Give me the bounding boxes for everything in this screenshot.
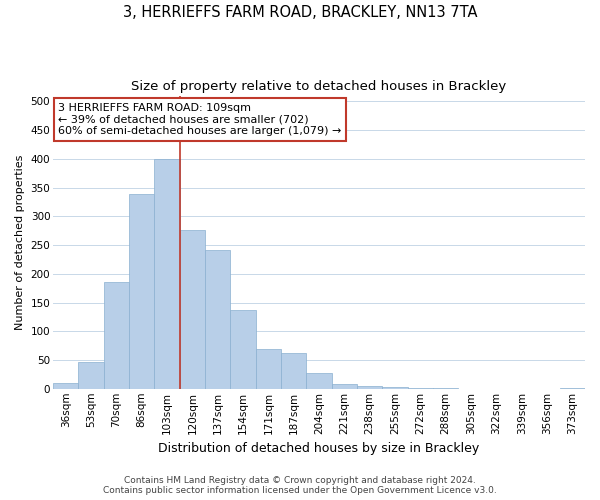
Y-axis label: Number of detached properties: Number of detached properties <box>15 154 25 330</box>
Bar <box>357 386 382 389</box>
Text: 3 HERRIEFFS FARM ROAD: 109sqm
← 39% of detached houses are smaller (702)
60% of : 3 HERRIEFFS FARM ROAD: 109sqm ← 39% of d… <box>58 103 342 136</box>
Title: Size of property relative to detached houses in Brackley: Size of property relative to detached ho… <box>131 80 506 93</box>
X-axis label: Distribution of detached houses by size in Brackley: Distribution of detached houses by size … <box>158 442 479 455</box>
Text: Contains HM Land Registry data © Crown copyright and database right 2024.
Contai: Contains HM Land Registry data © Crown c… <box>103 476 497 495</box>
Bar <box>180 230 205 389</box>
Bar <box>560 388 585 389</box>
Bar <box>307 373 332 389</box>
Bar <box>256 348 281 389</box>
Bar <box>205 250 230 389</box>
Bar <box>104 282 129 389</box>
Bar <box>382 387 407 389</box>
Bar <box>154 159 180 389</box>
Text: 3, HERRIEFFS FARM ROAD, BRACKLEY, NN13 7TA: 3, HERRIEFFS FARM ROAD, BRACKLEY, NN13 7… <box>123 5 477 20</box>
Bar <box>433 388 458 389</box>
Bar <box>230 310 256 389</box>
Bar <box>129 194 154 389</box>
Bar <box>53 383 79 389</box>
Bar <box>79 362 104 389</box>
Bar <box>281 353 307 389</box>
Bar <box>332 384 357 389</box>
Bar <box>407 388 433 389</box>
